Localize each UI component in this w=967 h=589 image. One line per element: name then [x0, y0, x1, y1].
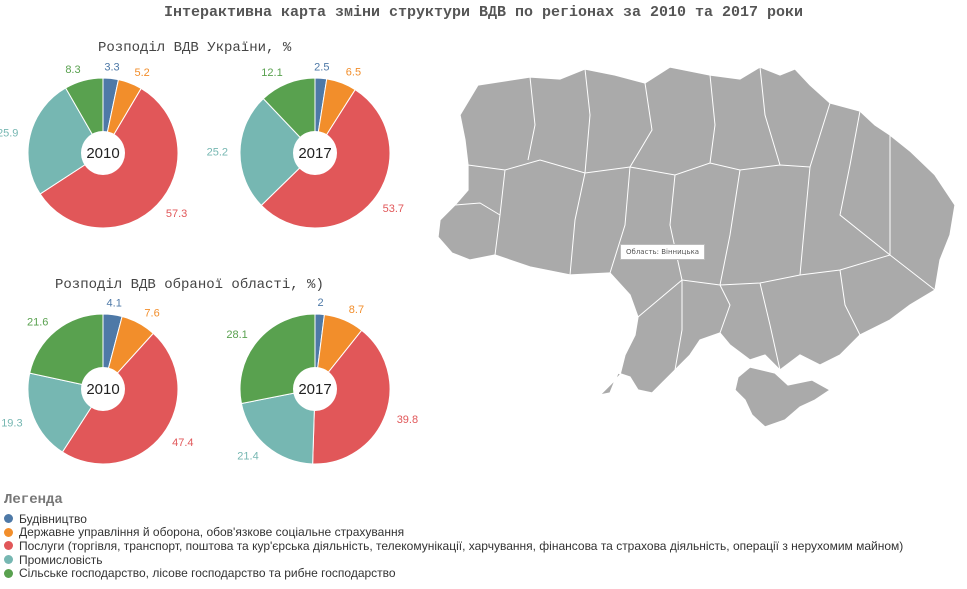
pie-center-hole: [293, 131, 337, 175]
region-2010-pie[interactable]: 4.1 7.6 47.4 19.3 21.6 2010: [1, 298, 194, 465]
ukraine-2017-pie[interactable]: 2.5 6.5 53.7 25.2 12.1 2017: [207, 61, 404, 229]
pie-value-label: 57.3: [166, 208, 187, 220]
legend-label: Промисловість: [19, 552, 103, 567]
pie-year-label: 2010: [86, 145, 119, 162]
pie-value-label: 28.1: [226, 329, 247, 341]
pie-value-label: 8.7: [349, 304, 364, 316]
pie-value-label: 5.2: [135, 67, 150, 79]
pie-value-label: 12.1: [261, 67, 282, 79]
pie-slice-industry[interactable]: [239, 97, 316, 207]
pie-year-label: 2017: [298, 145, 331, 162]
crimea: [734, 366, 832, 428]
legend-item-services[interactable]: Послуги (торгівля, транспорт, поштова та…: [4, 539, 903, 553]
legend-dot: [4, 541, 13, 551]
legend-dot: [4, 527, 13, 537]
pie-value-label: 8.3: [65, 64, 80, 76]
pie-slice-services[interactable]: [312, 329, 391, 465]
legend-label: Сільське господарство, лісове господарст…: [19, 566, 396, 581]
pie-slice-industry[interactable]: [27, 87, 104, 195]
pie-slice-industry[interactable]: [240, 388, 316, 465]
pie-year-label: 2010: [86, 381, 119, 398]
oblast-borders: [454, 66, 936, 371]
legend-item-industry[interactable]: Промисловість: [4, 553, 903, 567]
pie-value-label: 7.6: [144, 308, 159, 320]
pie-value-label: 4.1: [107, 298, 122, 310]
legend: Легенда Будівництво Державне управління …: [4, 492, 903, 580]
pie-center-hole: [293, 367, 337, 411]
region-2017-pie[interactable]: 2 8.7 39.8 21.4 28.1 2017: [226, 297, 418, 465]
pie-center-hole: [81, 367, 125, 411]
legend-label: Державне управління й оборона, обов'язко…: [19, 525, 405, 540]
legend-dot: [4, 555, 13, 565]
ukraine-pies-subtitle: Розподіл ВДВ України, %: [98, 40, 292, 56]
legend-label: Послуги (торгівля, транспорт, поштова та…: [19, 538, 904, 553]
pie-value-label: 2.5: [314, 61, 329, 73]
pie-slice-agriculture[interactable]: [262, 77, 316, 155]
pie-value-label: 25.2: [207, 146, 228, 158]
pie-center-hole: [81, 131, 125, 175]
region-pies-subtitle: Розподіл ВДВ обраної області, %): [55, 277, 324, 293]
page-title: Інтерактивна карта зміни структури ВДВ п…: [163, 4, 804, 21]
pie-value-label: 3.3: [104, 62, 119, 74]
region-tooltip: Область: Вінницька: [620, 244, 706, 260]
pie-value-label: 39.8: [397, 414, 418, 426]
pie-value-label: 47.4: [172, 437, 193, 449]
legend-item-agriculture[interactable]: Сільське господарство, лісове господарст…: [4, 566, 903, 580]
pie-year-label: 2017: [298, 381, 331, 398]
legend-title: Легенда: [4, 492, 63, 508]
pie-value-label: 21.4: [237, 450, 258, 462]
pie-slice-agriculture[interactable]: [29, 313, 104, 390]
legend-dot: [4, 568, 13, 578]
legend-dot: [4, 514, 13, 524]
pie-value-label: 53.7: [383, 203, 404, 215]
legend-item-construction[interactable]: Будівництво: [4, 512, 903, 526]
pie-value-label: 19.3: [1, 417, 22, 429]
pie-value-label: 6.5: [346, 67, 361, 79]
ukraine-outline: [437, 66, 956, 396]
legend-item-public-administration[interactable]: Державне управління й оборона, обов'язко…: [4, 525, 903, 540]
ukraine-2010-pie[interactable]: 3.3 5.2 57.3 25.9 8.3 2010: [0, 62, 187, 229]
ukraine-regions-map[interactable]: [420, 55, 965, 435]
pie-value-label: 25.9: [0, 128, 18, 140]
pie-value-label: 21.6: [27, 316, 48, 328]
pie-value-label: 2: [317, 297, 323, 309]
legend-label: Будівництво: [19, 511, 87, 526]
